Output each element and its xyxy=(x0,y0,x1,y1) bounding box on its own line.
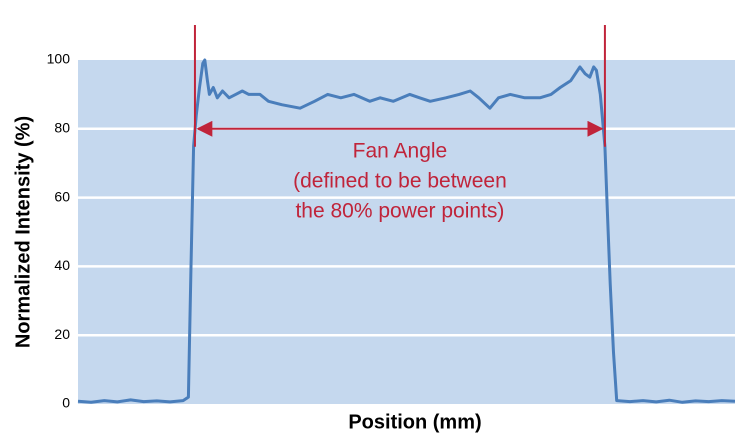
x-axis-title: Position (mm) xyxy=(348,411,481,433)
plot-background xyxy=(78,60,735,404)
annotation-text: (defined to be between xyxy=(293,170,507,193)
annotation-text: Fan Angle xyxy=(353,140,448,163)
y-tick-label: 20 xyxy=(54,326,70,342)
y-tick-label: 40 xyxy=(54,257,70,273)
y-axis-title: Normalized Intensity (%) xyxy=(12,116,34,348)
annotation-text: the 80% power points) xyxy=(295,200,504,223)
plot-area: 0 20 40 60 80 100 xyxy=(47,51,735,411)
y-tick-label: 100 xyxy=(47,51,71,67)
chart: 0 20 40 60 80 100 Position (mm) Normalized In… xyxy=(0,0,735,442)
y-tick-label: 0 xyxy=(62,395,70,411)
y-tick-label: 80 xyxy=(54,120,70,136)
y-tick-label: 60 xyxy=(54,188,70,204)
